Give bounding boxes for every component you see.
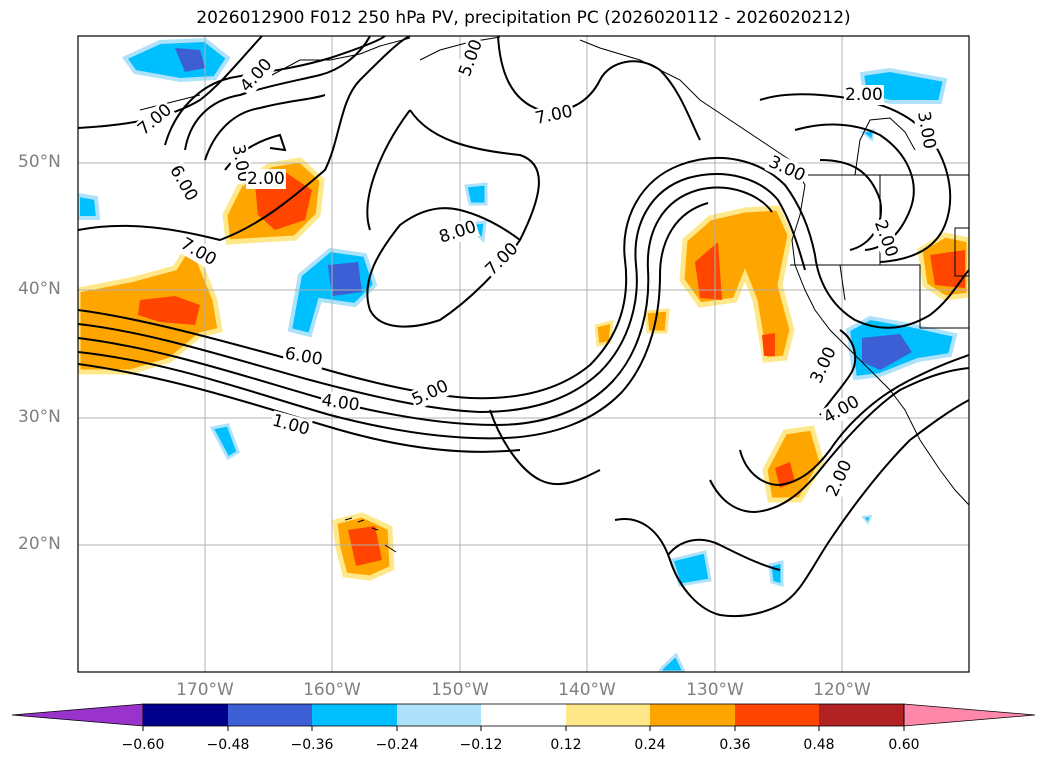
contour-label: 4.00 xyxy=(320,391,360,416)
contour-label: 2.00 xyxy=(247,169,285,189)
contour-label: 7.00 xyxy=(533,102,574,129)
neg-anomaly-north-pacific xyxy=(121,37,231,83)
neg-anomaly-small xyxy=(768,560,784,588)
lon-label-130w: 130°W xyxy=(686,680,744,700)
colorbar-bin xyxy=(312,704,397,726)
pos-anomaly-hawaii-core xyxy=(348,526,382,566)
map-frame xyxy=(77,35,970,673)
contour-label-bg xyxy=(806,342,842,388)
contour-label-bg xyxy=(532,101,576,130)
contour-label-bg xyxy=(164,161,203,206)
colorbar-bin xyxy=(650,704,735,726)
contour-label: 8.00 xyxy=(437,217,479,248)
colorbar-tick-label: 0.60 xyxy=(888,737,920,753)
colorbar-tick-label: −0.48 xyxy=(206,737,250,753)
colorbar-bin xyxy=(819,704,904,726)
lat-label-40n: 40°N xyxy=(18,279,61,299)
contour-label-bg xyxy=(764,151,810,187)
colorbar xyxy=(11,703,1036,731)
neg-anomaly-small xyxy=(464,182,488,206)
colorbar-bin xyxy=(566,704,650,726)
neg-anomaly-small xyxy=(658,652,686,672)
colorbar-bin xyxy=(143,704,228,726)
colorbar-tick-label: 0.12 xyxy=(550,737,582,753)
neg-anomaly-midpacific-core xyxy=(328,262,362,296)
contour-label-bg xyxy=(819,391,864,429)
contour-label-bg xyxy=(912,108,940,152)
contour-label-bg xyxy=(408,375,453,411)
pos-anomaly-small xyxy=(644,308,670,334)
colorbar-bin xyxy=(481,704,566,726)
colorbar-tick-label: −0.60 xyxy=(121,737,165,753)
lon-label-120w: 120°W xyxy=(813,680,871,700)
contour-label-bg xyxy=(844,85,884,105)
colorbar-bin xyxy=(735,704,819,726)
pv-contours xyxy=(78,36,969,618)
contour-label: 3.00 xyxy=(913,110,939,151)
colorbar-tick-label: −0.36 xyxy=(290,737,334,753)
map-title: 2026012900 F012 250 hPa PV, precipitatio… xyxy=(196,8,851,28)
lon-label-150w: 150°W xyxy=(431,680,489,700)
contour-label-bg xyxy=(454,35,488,81)
contour-label: 4.00 xyxy=(236,55,276,97)
colorbar-bin xyxy=(228,704,312,726)
pos-anomaly-subtropical-core xyxy=(775,462,795,488)
lon-label-170w: 170°W xyxy=(176,680,234,700)
contour-label: 2.00 xyxy=(822,457,856,500)
neg-anomaly-small xyxy=(861,514,873,525)
pos-anomaly-subtropical xyxy=(762,425,825,503)
contour-label: 2.00 xyxy=(845,85,883,105)
lat-label-30n: 30°N xyxy=(18,407,61,427)
contour-label-bg xyxy=(246,169,286,189)
colorbar-bin xyxy=(397,704,481,726)
neg-anomaly-small xyxy=(209,423,240,461)
colorbar-tick-label: 0.24 xyxy=(634,737,666,753)
contour-label-bg xyxy=(480,238,524,281)
contour-label-bg xyxy=(282,343,325,371)
colorbar-tick-label: 0.48 xyxy=(803,737,835,753)
colorbar-extend-low xyxy=(11,703,144,727)
neg-anomaly-small xyxy=(670,550,712,587)
contour-label: 3.00 xyxy=(807,344,841,387)
contour-label: 3.00 xyxy=(766,152,809,186)
colorbar-tick-label: −0.24 xyxy=(375,737,419,753)
lon-label-140w: 140°W xyxy=(558,680,616,700)
pos-anomaly-west-pacific-core xyxy=(138,296,200,325)
colorbar-tick-label: −0.12 xyxy=(459,737,503,753)
contour-label-bg xyxy=(869,216,903,261)
gridlines xyxy=(78,36,969,672)
contour-label: 1.00 xyxy=(270,411,312,440)
pos-anomaly-northeast-pacific-core xyxy=(762,333,775,356)
pos-anomaly-small xyxy=(594,320,614,347)
neg-anomaly-southwest-core xyxy=(862,334,912,370)
lat-label-20n: 20°N xyxy=(18,534,61,554)
neg-anomaly-west xyxy=(78,192,101,220)
contour-label: 6.00 xyxy=(283,344,324,370)
pos-anomaly-california-core xyxy=(930,250,965,288)
contour-label-bg xyxy=(319,390,362,416)
contour-label-bg xyxy=(821,456,857,501)
contour-label-bg xyxy=(235,53,278,97)
pos-anomaly-northeast-pacific xyxy=(679,205,795,363)
contour-label-bg xyxy=(435,216,480,248)
contour-labels: 7.00 4.00 5.00 7.00 3.00 2.00 6.00 7.00 … xyxy=(133,35,940,501)
colorbar-tick-label: 0.36 xyxy=(719,737,751,753)
contour-label-bg xyxy=(269,410,313,441)
lat-label-50n: 50°N xyxy=(18,152,61,172)
contour-label: 2.00 xyxy=(870,218,902,260)
contour-label: 5.00 xyxy=(409,376,452,410)
colorbar-extend-high xyxy=(903,703,1036,727)
contour-label-bg xyxy=(176,233,221,271)
coastlines xyxy=(139,36,969,553)
lon-label-160w: 160°W xyxy=(303,680,361,700)
contour-label-bg xyxy=(133,99,177,141)
neg-anomaly-core xyxy=(175,48,205,72)
